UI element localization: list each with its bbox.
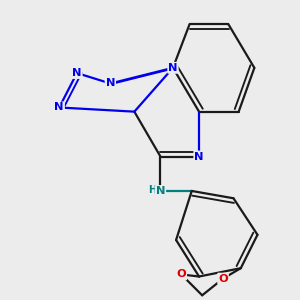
Text: H: H <box>148 185 157 195</box>
Text: N: N <box>106 79 115 88</box>
Text: N: N <box>55 103 64 112</box>
Text: N: N <box>156 186 165 196</box>
Text: O: O <box>176 269 186 279</box>
Text: O: O <box>218 274 228 284</box>
Text: N: N <box>168 63 178 73</box>
Text: N: N <box>194 152 204 161</box>
Text: N: N <box>72 68 82 78</box>
